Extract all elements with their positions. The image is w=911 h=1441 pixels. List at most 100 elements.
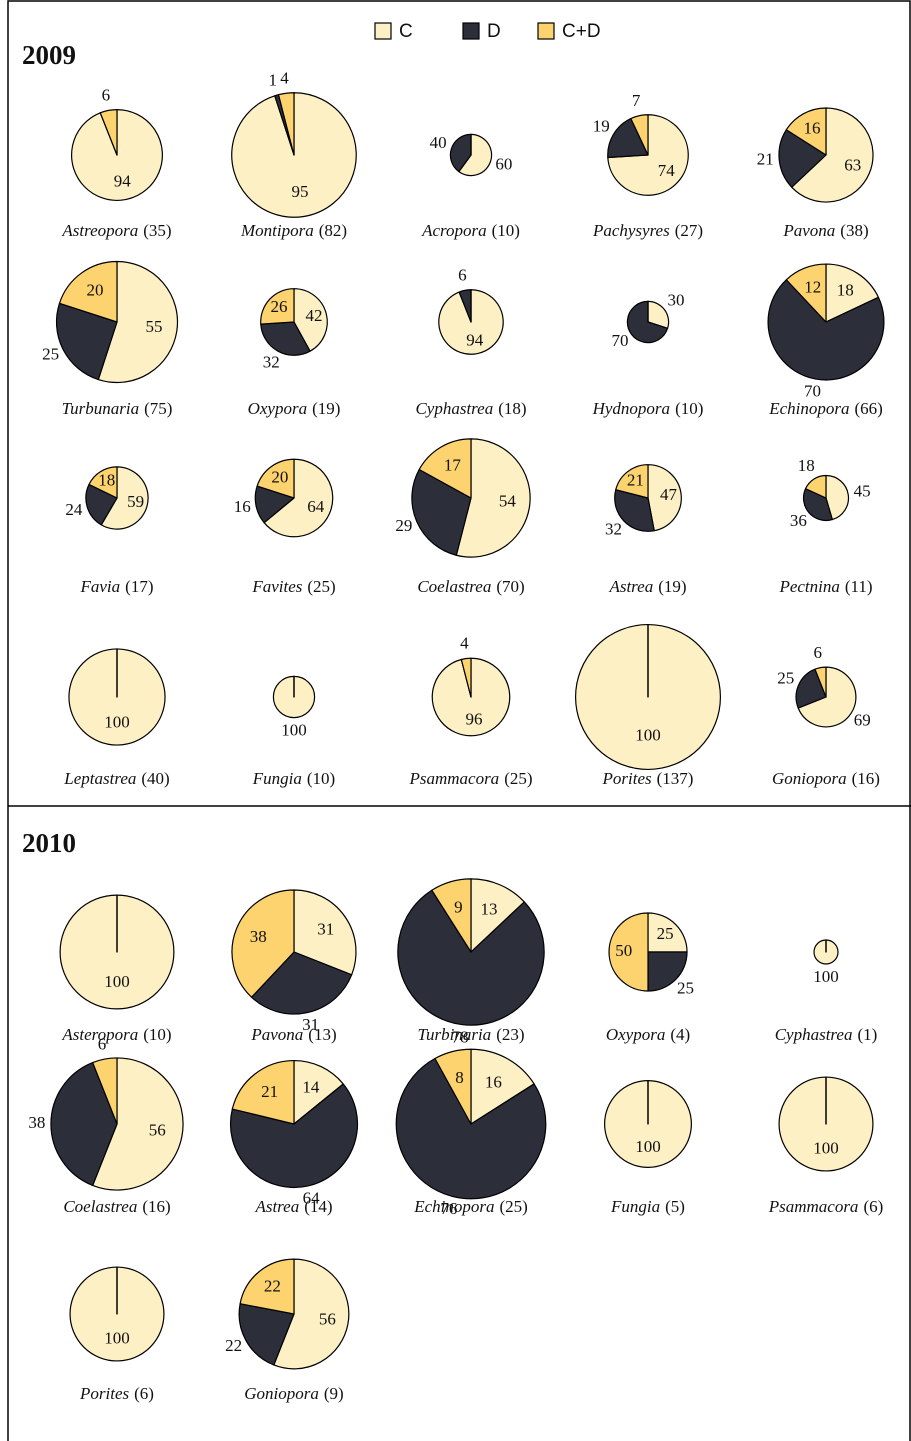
pie-slice — [647, 912, 688, 953]
sample-size: (5) — [665, 1197, 685, 1216]
pie-slice — [55, 302, 118, 381]
genus-name: Oxypora — [248, 399, 307, 418]
pie-title: Acropora (10) — [421, 221, 520, 240]
data-label: 21 — [757, 150, 774, 169]
pie-title: Echinopora (66) — [768, 399, 883, 418]
legend-label: D — [487, 21, 501, 42]
data-label: 38 — [28, 1113, 45, 1132]
data-label: 96 — [466, 710, 483, 729]
pie-slice — [50, 1061, 118, 1187]
data-label: 100 — [635, 726, 661, 745]
pie-slice — [615, 464, 649, 499]
pie-title: Psammacora (25) — [408, 769, 532, 788]
genus-name: Favites — [251, 577, 302, 596]
pie-slice — [238, 1303, 295, 1366]
pie-title: Astrea (19) — [608, 577, 686, 596]
pie-title: Turbunaria (75) — [62, 399, 173, 418]
data-label: 16 — [234, 497, 251, 516]
data-label: 100 — [104, 1329, 130, 1348]
pie-slice — [814, 666, 827, 698]
data-label: 100 — [104, 712, 130, 731]
sample-size: (10) — [492, 221, 520, 240]
legend-label: C — [399, 21, 413, 42]
pie-slice — [785, 107, 827, 156]
pie-title: Pavona (38) — [782, 221, 868, 240]
data-label: 18 — [98, 471, 115, 490]
pie-title: Asteropora (10) — [61, 1025, 171, 1044]
data-label: 56 — [319, 1309, 336, 1328]
pie-slice — [647, 464, 682, 532]
data-label: 20 — [86, 281, 103, 300]
data-label: 21 — [627, 471, 644, 490]
pie-title: Coelastrea (70) — [417, 577, 524, 596]
pie-title: Goniopora (16) — [772, 769, 880, 788]
pie-slice — [802, 488, 833, 522]
sample-size: (11) — [845, 577, 873, 596]
pie-slice — [88, 466, 118, 499]
data-label: 20 — [271, 467, 288, 486]
genus-name: Pavona — [250, 1025, 303, 1044]
legend-swatch — [462, 22, 480, 40]
pie-slice — [231, 889, 295, 998]
data-label: 100 — [813, 1139, 839, 1158]
data-label: 22 — [225, 1336, 242, 1355]
pie-slice — [293, 1059, 344, 1125]
data-label: 25 — [657, 924, 674, 943]
pie-slice — [239, 1258, 295, 1315]
pie-title: Pectnina (11) — [778, 577, 872, 596]
pie-slice — [434, 1048, 472, 1125]
sample-size: (18) — [498, 399, 526, 418]
data-label: 47 — [660, 485, 678, 504]
data-label: 94 — [466, 331, 484, 350]
data-label: 22 — [264, 1277, 281, 1296]
sample-size: (35) — [143, 221, 171, 240]
data-label: 17 — [444, 455, 462, 474]
pie-slice — [460, 657, 472, 698]
data-label: 1 — [268, 71, 277, 90]
pie-slice — [791, 107, 874, 203]
data-label: 24 — [65, 500, 83, 519]
genus-name: Fungia — [252, 769, 302, 788]
data-label: 100 — [281, 720, 307, 739]
pie-slice — [273, 1258, 350, 1370]
data-label: 12 — [804, 277, 821, 296]
pie-title: Cyphastrea (18) — [415, 399, 526, 418]
data-label: 32 — [605, 519, 622, 538]
genus-name: Coelastrea — [417, 577, 491, 596]
pie-title: Pavona (13) — [250, 1025, 336, 1044]
pie-slice — [614, 489, 655, 532]
pie-slice — [293, 889, 357, 976]
genus-name: Coelastrea — [63, 1197, 137, 1216]
pie-slice — [58, 260, 118, 323]
sample-size: (82) — [319, 221, 347, 240]
data-label: 32 — [263, 352, 280, 371]
pie-slice — [449, 133, 472, 173]
pie-slice — [100, 466, 149, 530]
pie-slice — [455, 438, 531, 558]
data-label: 59 — [127, 492, 144, 511]
pie-slice — [825, 263, 880, 323]
genus-name: Goniopora — [244, 1384, 319, 1403]
data-label: 95 — [292, 182, 309, 201]
data-label: 50 — [615, 941, 632, 960]
sample-size: (23) — [496, 1025, 524, 1044]
pie-title: Hydnopora (10) — [592, 399, 704, 418]
data-label: 9 — [454, 897, 463, 916]
pie-slice — [293, 288, 328, 352]
data-label: 13 — [481, 899, 498, 918]
genus-name: Cyphastrea — [415, 399, 493, 418]
sample-size: (25) — [504, 769, 532, 788]
pie-title: Favites (25) — [251, 577, 335, 596]
pie-slice — [608, 912, 649, 992]
data-label: 25 — [42, 345, 59, 364]
data-label: 16 — [485, 1072, 502, 1091]
genus-name: Psammacora — [408, 769, 499, 788]
frame — [7, 0, 911, 1441]
panel-title: 2010 — [22, 828, 76, 858]
pie-title: Astrea (14) — [254, 1197, 332, 1216]
sample-size: (6) — [863, 1197, 883, 1216]
pie-slice — [418, 438, 472, 499]
data-label: 19 — [593, 116, 610, 135]
data-label: 30 — [667, 291, 684, 310]
